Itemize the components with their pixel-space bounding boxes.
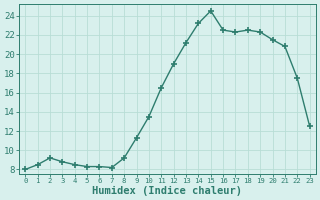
X-axis label: Humidex (Indice chaleur): Humidex (Indice chaleur) xyxy=(92,186,243,196)
